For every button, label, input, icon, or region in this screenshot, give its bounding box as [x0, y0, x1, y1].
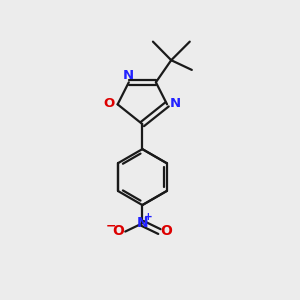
Text: O: O [104, 97, 115, 110]
Text: N: N [170, 97, 181, 110]
Text: N: N [123, 69, 134, 82]
Text: O: O [112, 224, 124, 238]
Text: −: − [105, 220, 116, 233]
Text: +: + [144, 212, 153, 222]
Text: N: N [136, 216, 148, 230]
Text: O: O [160, 224, 172, 238]
